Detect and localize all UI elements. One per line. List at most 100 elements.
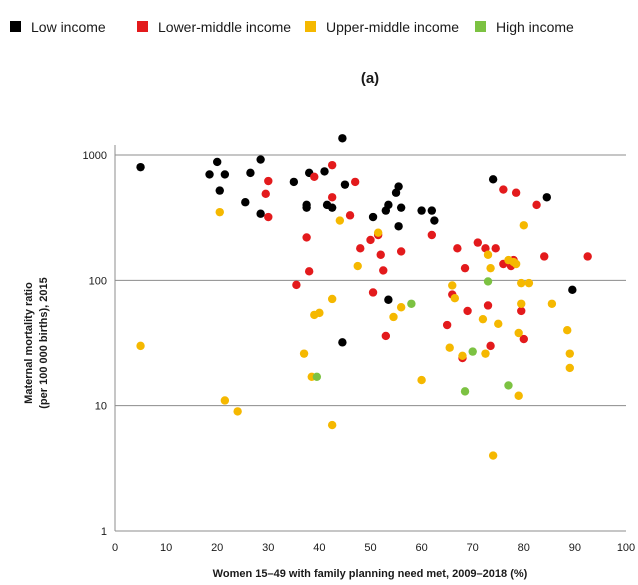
data-point xyxy=(353,261,362,271)
y-tick-label: 10 xyxy=(95,401,107,413)
data-point xyxy=(205,170,214,179)
data-point xyxy=(568,285,577,295)
data-point xyxy=(379,266,388,275)
data-point xyxy=(327,203,337,212)
data-point xyxy=(430,216,439,225)
data-point xyxy=(565,363,574,373)
legend-label: Upper-middle income xyxy=(326,19,459,35)
data-point xyxy=(519,334,528,344)
data-point xyxy=(532,200,541,210)
data-point xyxy=(547,299,557,308)
x-tick-label: 50 xyxy=(364,542,376,554)
data-point xyxy=(542,193,551,202)
data-point xyxy=(261,189,270,199)
data-point xyxy=(563,326,572,335)
panel-label: (a) xyxy=(361,70,379,87)
data-point xyxy=(381,331,391,341)
data-point xyxy=(302,200,311,210)
data-points xyxy=(136,134,592,460)
data-point xyxy=(517,306,526,316)
data-point xyxy=(368,288,378,297)
legend: Low income Lower-middle income Upper-middl… xyxy=(10,19,574,35)
data-point xyxy=(366,235,375,245)
x-tick-label: 90 xyxy=(569,542,581,554)
data-point xyxy=(264,176,273,186)
y-tick-label: 1000 xyxy=(83,150,107,162)
x-axis-title: Women 15–49 with family planning need me… xyxy=(213,568,528,580)
legend-label: Lower-middle income xyxy=(158,19,291,35)
data-point xyxy=(483,301,493,310)
legend-label: High income xyxy=(496,19,574,35)
data-point xyxy=(215,186,224,195)
data-point xyxy=(289,177,299,187)
data-point xyxy=(315,308,324,318)
legend-item: Upper-middle income xyxy=(305,19,459,35)
series-upper-middle-income xyxy=(136,207,574,460)
data-point xyxy=(491,244,500,253)
data-point xyxy=(483,250,493,259)
data-point xyxy=(499,185,508,194)
data-point xyxy=(394,222,403,231)
data-point xyxy=(220,396,230,405)
data-point xyxy=(384,295,393,304)
data-point xyxy=(340,180,350,189)
x-tick-label: 30 xyxy=(262,542,274,554)
data-point xyxy=(327,294,337,304)
data-point xyxy=(396,303,406,312)
data-point xyxy=(583,252,592,261)
series-high-income xyxy=(312,277,513,396)
data-point xyxy=(213,157,222,167)
data-point xyxy=(407,299,416,308)
legend-swatch xyxy=(305,21,316,32)
data-point xyxy=(215,207,224,217)
data-point xyxy=(396,203,406,212)
x-tick-label: 0 xyxy=(112,542,118,554)
legend-swatch xyxy=(10,21,21,32)
data-point xyxy=(384,200,393,210)
data-point xyxy=(514,391,523,400)
y-axis-title: Maternal mortality ratio (per 100 000 bir… xyxy=(23,277,50,408)
data-point xyxy=(302,233,311,242)
data-point xyxy=(450,294,460,303)
data-point xyxy=(478,314,488,324)
x-tick-labels: 0 10 20 30 40 50 60 70 80 90 100 xyxy=(112,542,635,554)
data-point xyxy=(565,349,574,358)
data-point xyxy=(136,162,145,172)
data-point xyxy=(494,319,503,328)
x-tick-label: 10 xyxy=(160,542,172,554)
data-point xyxy=(458,351,467,360)
data-point xyxy=(460,387,470,396)
data-point xyxy=(373,228,383,237)
series-lower-middle-income xyxy=(261,160,592,363)
data-point xyxy=(514,328,523,338)
legend-item: Low income xyxy=(10,19,106,35)
legend-swatch xyxy=(137,21,148,32)
data-point xyxy=(483,277,493,286)
data-point xyxy=(486,341,495,351)
data-point xyxy=(417,206,426,215)
x-tick-label: 60 xyxy=(415,542,427,554)
data-point xyxy=(445,343,454,352)
data-point xyxy=(468,347,477,356)
data-point xyxy=(310,172,319,181)
data-point xyxy=(320,167,329,176)
data-point xyxy=(304,267,314,276)
data-point xyxy=(312,372,322,381)
data-point xyxy=(519,221,528,230)
data-point xyxy=(417,375,426,385)
data-point xyxy=(256,209,265,218)
data-point xyxy=(463,306,472,316)
data-point xyxy=(256,155,265,164)
x-tick-label: 70 xyxy=(467,542,479,554)
gridlines xyxy=(115,154,626,407)
data-point xyxy=(345,211,355,220)
x-tick-label: 100 xyxy=(617,542,635,554)
y-tick-labels: 1 10 100 1000 xyxy=(83,150,107,538)
data-point xyxy=(473,238,483,247)
data-point xyxy=(396,247,406,256)
data-point xyxy=(453,244,462,253)
data-point xyxy=(486,263,495,273)
data-point xyxy=(335,216,345,225)
data-point xyxy=(241,198,250,207)
data-point xyxy=(299,349,309,358)
